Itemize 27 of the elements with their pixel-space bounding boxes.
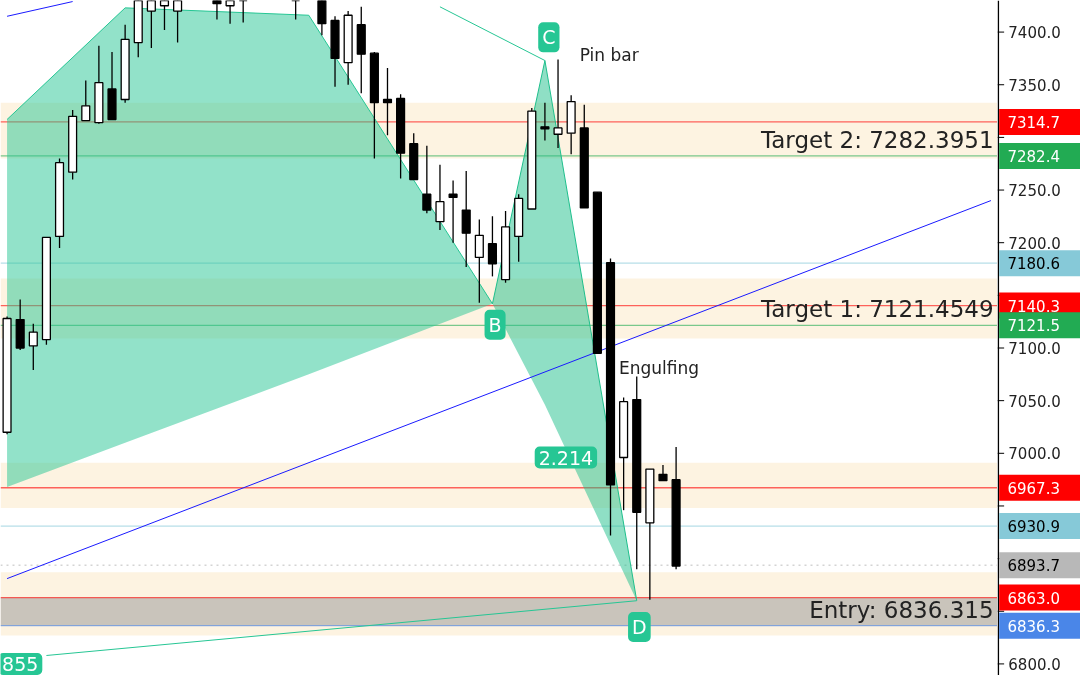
ref-line-label: 7314.7 — [1007, 113, 1060, 132]
ref-line-label: 6893.7 — [1007, 557, 1060, 576]
y-tick-label: 6800.0 — [1008, 655, 1061, 674]
ref-line-label: 7180.6 — [1007, 255, 1060, 274]
annotation: Target 2: 7282.3951 — [760, 126, 994, 153]
annotation: Entry: 6836.315 — [809, 596, 994, 623]
ref-line-label: 7282.4 — [1007, 147, 1060, 166]
annotation: B — [488, 313, 502, 336]
annotation: Pin bar — [579, 45, 639, 66]
annotation: Engulfing — [619, 358, 700, 379]
ref-line-label: 7140.3 — [1007, 297, 1060, 316]
y-tick-label: 7000.0 — [1008, 445, 1061, 464]
y-tick-label: 7100.0 — [1008, 340, 1061, 358]
y-tick-label: 7050.0 — [1008, 392, 1061, 411]
annotation: 855 — [2, 652, 39, 675]
ref-line-label: 6836.3 — [1007, 617, 1060, 636]
ref-line-label: 6930.9 — [1007, 518, 1060, 537]
annotation: D — [632, 616, 647, 639]
y-tick-label: 7200.0 — [1008, 234, 1061, 253]
ref-line-label: 6863.0 — [1007, 589, 1060, 608]
y-tick-label: 7250.0 — [1008, 182, 1061, 201]
annotation: 2.214 — [538, 446, 594, 469]
y-tick-label: 7400.0 — [1008, 24, 1061, 43]
y-tick-label: 7350.0 — [1008, 76, 1061, 95]
annotation: C — [542, 26, 556, 49]
ref-line-label: 7121.5 — [1007, 317, 1060, 336]
ref-line-label: 6967.3 — [1007, 479, 1060, 498]
